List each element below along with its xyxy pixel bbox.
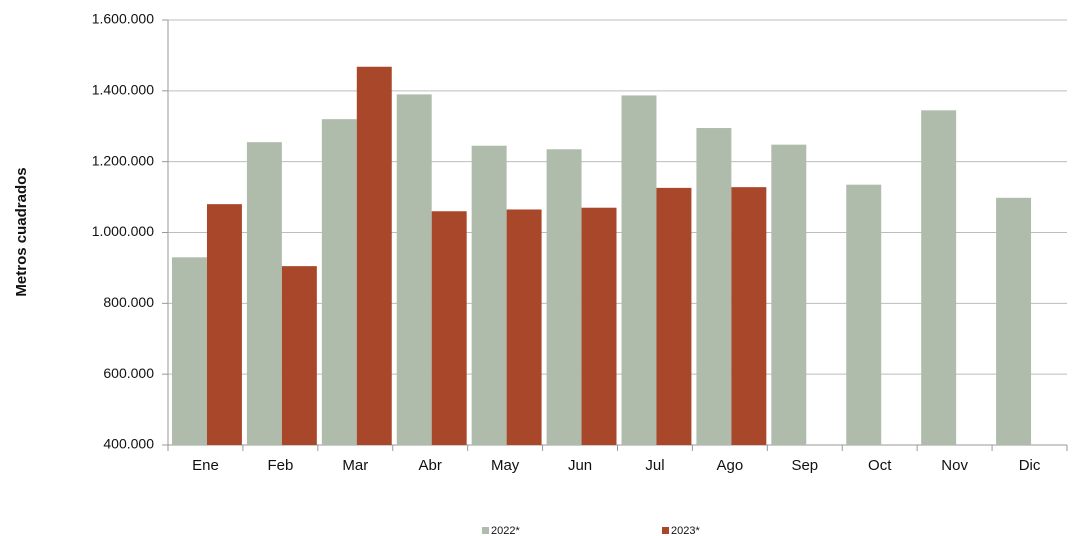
x-tick-label: Ene	[192, 457, 219, 474]
bar	[506, 209, 542, 445]
legend-label: 2023*	[671, 525, 700, 536]
bar	[471, 145, 507, 445]
y-tick-label: 400.000	[103, 436, 154, 452]
legend-label: 2022*	[491, 525, 520, 536]
y-tick-label: 1.200.000	[92, 152, 154, 168]
bar	[206, 204, 242, 445]
y-tick-label: 1.000.000	[92, 223, 154, 239]
x-tick-label: Oct	[868, 457, 892, 474]
bar	[396, 94, 432, 445]
x-tick-label: Nov	[941, 457, 968, 474]
bar	[356, 66, 392, 445]
x-tick-label: Dic	[1019, 457, 1041, 474]
y-axis-label: Metros cuadrados	[13, 167, 30, 296]
bar	[696, 128, 732, 446]
bar	[771, 144, 807, 445]
bar	[281, 266, 317, 445]
bar	[172, 257, 207, 445]
x-tick-label: Mar	[342, 457, 368, 474]
y-tick-label: 1.400.000	[92, 82, 154, 98]
bar	[731, 187, 767, 445]
legend-swatch	[482, 527, 489, 534]
bar	[321, 119, 357, 446]
x-tick-label: Abr	[419, 457, 442, 474]
y-tick-label: 1.600.000	[92, 11, 154, 27]
bar	[581, 207, 617, 445]
x-tick-label: Sep	[791, 457, 818, 474]
bar	[996, 197, 1032, 445]
legend-swatch	[662, 527, 669, 534]
x-tick-label: Ago	[717, 457, 744, 474]
y-tick-label: 600.000	[103, 365, 154, 381]
y-tick-label: 800.000	[103, 294, 154, 310]
x-tick-label: Feb	[267, 457, 293, 474]
x-tick-label: Jun	[568, 457, 592, 474]
x-tick-label: May	[491, 457, 520, 474]
bar	[846, 184, 882, 445]
bar	[246, 142, 282, 445]
bar	[921, 110, 957, 445]
bar	[656, 187, 692, 445]
bar	[546, 149, 582, 446]
bar	[431, 211, 467, 445]
x-tick-label: Jul	[645, 457, 664, 474]
bar	[621, 95, 657, 445]
